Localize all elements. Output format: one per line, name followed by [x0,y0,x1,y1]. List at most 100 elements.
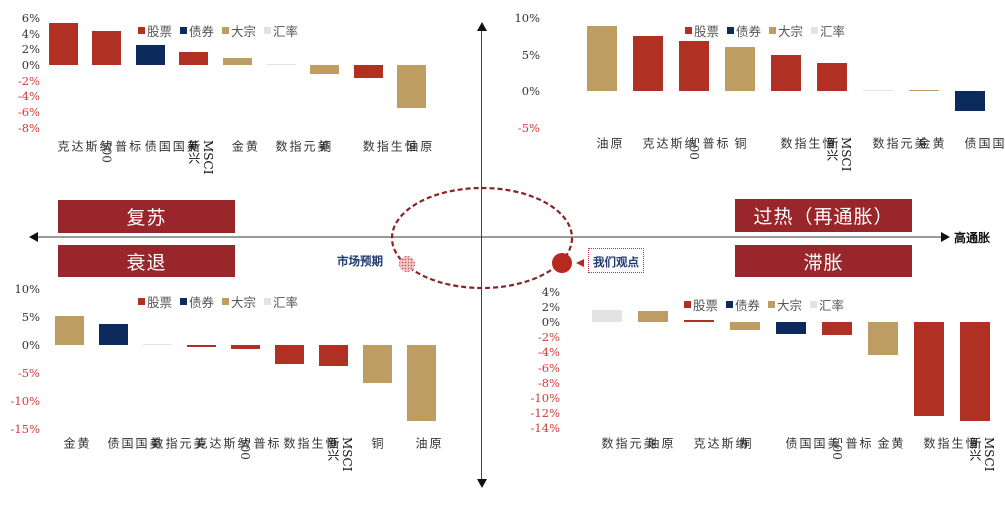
legend-label: 债券 [735,298,761,313]
legend-label: 债券 [189,295,215,310]
category-label: 原油 [595,137,623,149]
category-label: 美国国债 [106,437,162,449]
chart-legend: 股票 债券 大宗 汇率 [138,292,298,311]
legend-swatch-icon [684,301,691,308]
legend-swatch-icon [811,27,819,34]
category-label: 美国国债 [143,140,200,152]
y-tick-label: 0% [521,84,540,98]
arrow-right-icon [941,232,950,242]
legend-item-commodity: 大宗 [222,292,256,311]
bar-commodity [397,65,427,109]
legend-swatch-icon [264,27,272,34]
arrow-down-icon [477,479,487,488]
category-label: 铜 [738,437,752,449]
bar-bond [776,322,806,335]
y-tick-label: -15% [10,422,40,436]
bar-fx [863,89,893,91]
category-label: 黄金 [917,137,945,149]
bar-commodity [362,345,392,384]
y-tick-label: 10% [14,282,40,296]
category-label: 原油 [414,437,442,449]
legend-item-stock: 股票 [685,21,719,40]
y-tick-label: -4% [17,89,40,104]
legend-swatch-icon [264,298,272,305]
bar-commodity [730,322,760,330]
legend-label: 大宗 [778,24,804,39]
legend-item-stock: 股票 [138,292,172,311]
category-label: 美元指数 [150,437,206,449]
bar-stock [48,23,78,65]
y-tick-label: -12% [530,406,560,421]
legend-label: 债券 [189,24,215,39]
cycle-ellipse [390,186,584,290]
phase-recession: 衰退 [58,245,235,277]
bar-stock [179,51,209,65]
vertical-axis [481,28,483,486]
legend-swatch-icon [180,298,188,305]
y-tick-label: -6% [17,105,40,120]
y-tick-label: -8% [17,120,40,135]
legend-swatch-icon [769,27,777,34]
arrow-up-icon [477,22,487,31]
category-label: 美元指数 [274,140,330,152]
legend-label: 大宗 [231,295,257,310]
our-view-box: 我们观点 [588,248,644,273]
bar-stock [186,345,216,347]
bar-commodity [222,57,252,65]
legend-label: 大宗 [777,298,803,313]
bar-bond [98,323,128,345]
bar-stock [822,322,852,335]
category-label: 纳斯达克 [194,437,250,449]
category-label: 纳斯达克 [641,137,697,149]
bar-stock [684,320,714,322]
y-tick-label: -14% [530,421,560,436]
bar-stock [771,54,801,91]
bar-bond [955,91,985,111]
legend-swatch-icon [726,301,734,308]
category-label: 纳斯达克 [56,140,112,152]
y-tick-label: -5% [17,366,40,380]
y-tick-label: 0% [541,315,560,329]
bar-commodity [725,47,755,91]
legend-item-stock: 股票 [684,295,718,314]
y-tick-label: 4% [21,26,40,41]
phase-overheat: 过热（再通胀） [735,199,912,232]
legend-item-commodity: 大宗 [222,21,256,40]
bar-stock [633,35,663,91]
x-axis-label-high-inflation: 高通胀 [954,231,991,245]
chart-legend: 股票 债券 大宗 汇率 [684,295,844,314]
legend-item-bond: 债券 [180,21,214,40]
legend-label: 汇率 [819,298,845,313]
category-label: 恒生指数 [282,437,338,449]
legend-item-commodity: 大宗 [768,295,802,314]
bar-stock [914,322,944,417]
y-tick-label: -10% [10,394,40,408]
phase-recovery: 复苏 [58,200,235,233]
bar-commodity [587,26,617,91]
y-tick-label: 0% [21,338,40,352]
chart-legend: 股票 债券 大宗 汇率 [138,21,298,40]
category-label: 纳斯达克 [692,437,748,449]
category-label: 标普500 [830,437,872,460]
legend-label: 汇率 [273,295,299,310]
category-label: 铜 [370,437,384,449]
bar-stock [230,345,260,350]
legend-swatch-icon [222,298,230,305]
category-label: 铜 [733,137,747,149]
arrow-left-icon [29,232,38,242]
category-label: 黄金 [62,437,90,449]
y-tick-label: 0% [21,58,40,72]
legend-item-commodity: 大宗 [769,21,803,40]
bar-stock [274,345,304,365]
bar-commodity [638,311,668,322]
legend-item-bond: 债券 [180,292,214,311]
legend-item-bond: 债券 [726,295,760,314]
category-label: 标普500 [238,437,280,460]
our-view-label: 我们观点 [593,255,639,269]
legend-label: 股票 [147,24,173,39]
phase-stagflation: 滞胀 [735,245,912,277]
y-tick-label: 5% [21,310,40,324]
bar-fx [142,343,172,345]
legend-label: 债券 [736,24,762,39]
legend-swatch-icon [727,27,735,34]
